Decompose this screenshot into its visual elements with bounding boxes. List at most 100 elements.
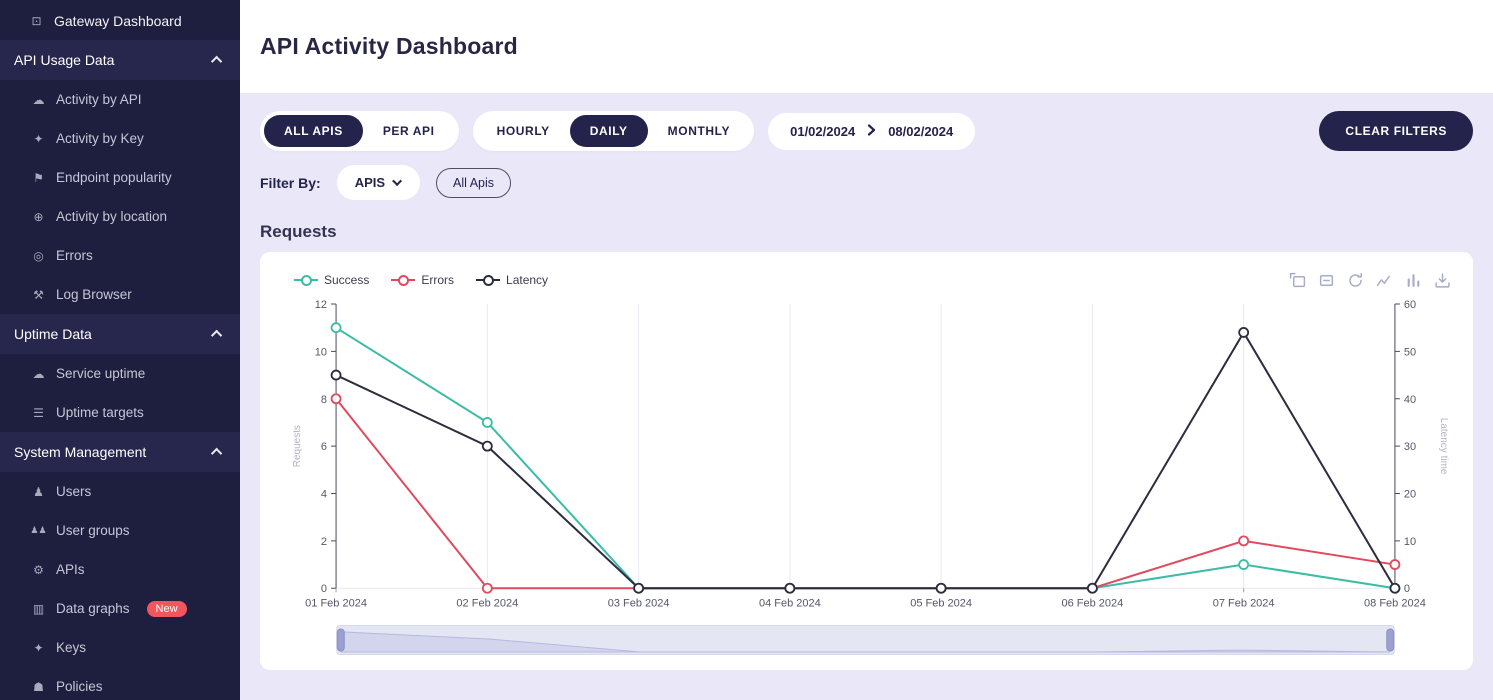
sidebar-item-uptime-targets[interactable]: ☰ Uptime targets (0, 393, 240, 432)
new-badge: New (146, 600, 187, 617)
svg-text:8: 8 (321, 394, 327, 406)
all-apis-filter-pill[interactable]: All Apis (436, 167, 512, 198)
sidebar-item-gateway-dashboard[interactable]: ⊡ Gateway Dashboard (0, 2, 240, 40)
sidebar-item-activity-by-key[interactable]: ✦ Activity by Key (0, 119, 240, 158)
chevron-right-icon (867, 123, 876, 139)
legend-label: Success (324, 273, 370, 287)
svg-text:10: 10 (1404, 536, 1416, 548)
chart-icon: ▥ (32, 601, 45, 616)
zoom-select-icon[interactable] (1289, 272, 1306, 289)
page-header: API Activity Dashboard (240, 0, 1493, 93)
sidebar-item-service-uptime[interactable]: ☁ Service uptime (0, 354, 240, 393)
chevron-up-icon (210, 447, 223, 460)
chevron-down-icon (392, 176, 403, 187)
key-icon: ✦ (33, 131, 44, 146)
sidebar-item-label: Service uptime (56, 366, 146, 381)
latency-series-swatch (476, 275, 501, 286)
sidebar: ⊡ Gateway Dashboard API Usage Data ☁ Act… (0, 0, 240, 700)
svg-text:40: 40 (1404, 394, 1416, 406)
svg-text:Requests: Requests (292, 425, 303, 467)
sidebar-item-activity-by-api[interactable]: ☁ Activity by API (0, 80, 240, 119)
granularity-segment: HOURLY DAILY MONTHLY (472, 111, 755, 151)
bar-chart-icon[interactable] (1405, 272, 1422, 289)
key-icon: ✦ (33, 640, 44, 655)
line-chart-icon[interactable] (1376, 272, 1393, 289)
svg-text:2: 2 (321, 536, 327, 548)
sidebar-item-activity-by-location[interactable]: ⊕ Activity by location (0, 197, 240, 236)
globe-icon: ⊕ (33, 209, 44, 224)
sidebar-item-user-groups[interactable]: ♟♟ User groups (0, 511, 240, 550)
clear-filters-button[interactable]: CLEAR FILTERS (1319, 111, 1473, 151)
sidebar-item-label: Keys (56, 640, 87, 655)
monthly-button[interactable]: MONTHLY (648, 115, 750, 147)
chevron-up-icon (210, 55, 223, 68)
section-label: System Management (14, 444, 147, 460)
sidebar-item-endpoint-popularity[interactable]: ⚑ Endpoint popularity (0, 158, 240, 197)
zoom-reset-icon[interactable] (1318, 272, 1335, 289)
sidebar-item-log-browser[interactable]: ⚒ Log Browser (0, 275, 240, 314)
cloud-icon: ☁ (32, 92, 45, 107)
daily-button[interactable]: DAILY (569, 115, 648, 147)
apis-dropdown[interactable]: APIS (336, 165, 421, 200)
sidebar-item-label: Activity by location (56, 209, 168, 224)
legend-item-errors[interactable]: Errors (391, 273, 454, 287)
sidebar-item-label: Data graphs (56, 601, 130, 616)
section-label: API Usage Data (14, 52, 115, 68)
svg-text:0: 0 (1404, 583, 1410, 595)
requests-chart-card: Success Errors Latency (260, 252, 1473, 671)
download-icon[interactable] (1434, 272, 1451, 289)
hourly-button[interactable]: HOURLY (477, 115, 570, 147)
datazoom-slider-wrap (336, 624, 1395, 656)
svg-text:03 Feb 2024: 03 Feb 2024 (608, 597, 670, 609)
sidebar-item-policies[interactable]: ☗ Policies (0, 667, 240, 700)
sidebar-item-label: Activity by Key (56, 131, 144, 146)
sidebar-item-keys[interactable]: ✦ Keys (0, 628, 240, 667)
monitor-icon: ⊡ (31, 14, 42, 28)
svg-text:Latency time: Latency time (1438, 418, 1449, 475)
section-label: Uptime Data (14, 326, 92, 342)
api-scope-segment: ALL APIS PER API (260, 111, 459, 151)
sidebar-item-label: Uptime targets (56, 405, 144, 420)
sidebar-item-users[interactable]: ♟ Users (0, 472, 240, 511)
date-range-picker[interactable]: 01/02/2024 08/02/2024 (768, 112, 976, 150)
chart-legend: Success Errors Latency (294, 273, 548, 287)
sidebar-section-uptime-data[interactable]: Uptime Data (0, 314, 240, 354)
sidebar-section-api-usage-data[interactable]: API Usage Data (0, 40, 240, 80)
legend-item-latency[interactable]: Latency (476, 273, 548, 287)
svg-text:08 Feb 2024: 08 Feb 2024 (1364, 597, 1426, 609)
datazoom-slider[interactable] (336, 624, 1395, 656)
page-title: API Activity Dashboard (260, 33, 518, 59)
svg-text:0: 0 (321, 583, 327, 595)
shield-icon: ☗ (33, 679, 44, 694)
tools-icon: ⚒ (33, 287, 44, 302)
sidebar-item-apis[interactable]: ⚙ APIs (0, 550, 240, 589)
legend-label: Latency (506, 273, 549, 287)
restore-icon[interactable] (1347, 272, 1364, 289)
user-group-icon: ♟♟ (30, 525, 47, 535)
apis-dropdown-value: APIS (354, 175, 386, 190)
filter-by-label: Filter By: (260, 174, 321, 191)
sidebar-item-label: APIs (56, 562, 85, 577)
all-apis-button[interactable]: ALL APIS (264, 115, 363, 147)
sidebar-item-label: Gateway Dashboard (54, 13, 182, 29)
per-api-button[interactable]: PER API (363, 115, 455, 147)
svg-text:01 Feb 2024: 01 Feb 2024 (305, 597, 367, 609)
sidebar-item-errors[interactable]: ◎ Errors (0, 236, 240, 275)
sidebar-item-data-graphs[interactable]: ▥ Data graphs New (0, 589, 240, 628)
requests-line-chart: 0 2 4 6 8 10 12 0 10 20 30 40 50 60 01 Feb 2024 02 Feb … (292, 299, 1449, 609)
svg-text:02 Feb 2024: 02 Feb 2024 (456, 597, 518, 609)
svg-text:07 Feb 2024: 07 Feb 2024 (1213, 597, 1275, 609)
legend-item-success[interactable]: Success (294, 273, 369, 287)
list-icon: ☰ (33, 405, 44, 420)
filter-row: ALL APIS PER API HOURLY DAILY MONTHLY 01… (260, 111, 1473, 151)
sidebar-item-label: Endpoint popularity (56, 170, 172, 185)
svg-text:04 Feb 2024: 04 Feb 2024 (759, 597, 821, 609)
sidebar-section-system-management[interactable]: System Management (0, 432, 240, 472)
legend-label: Errors (421, 273, 455, 287)
svg-text:06 Feb 2024: 06 Feb 2024 (1062, 597, 1124, 609)
svg-text:30: 30 (1404, 441, 1416, 453)
svg-text:20: 20 (1404, 488, 1416, 500)
svg-text:4: 4 (321, 488, 327, 500)
sidebar-item-label: Policies (56, 679, 103, 694)
